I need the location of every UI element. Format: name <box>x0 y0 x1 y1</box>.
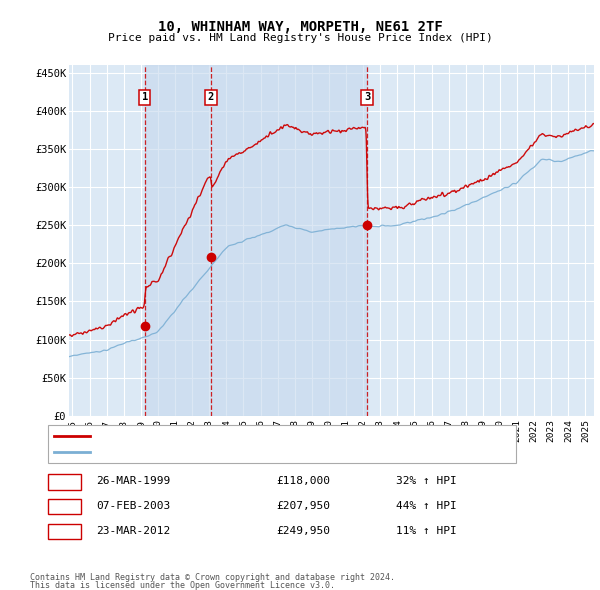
Text: This data is licensed under the Open Government Licence v3.0.: This data is licensed under the Open Gov… <box>30 581 335 590</box>
Text: 2: 2 <box>61 502 68 511</box>
Text: 23-MAR-2012: 23-MAR-2012 <box>96 526 170 536</box>
Text: 2: 2 <box>208 92 214 102</box>
Text: 3: 3 <box>364 92 370 102</box>
Text: 10, WHINHAM WAY, MORPETH, NE61 2TF (detached house): 10, WHINHAM WAY, MORPETH, NE61 2TF (deta… <box>96 431 402 441</box>
Text: HPI: Average price, detached house, Northumberland: HPI: Average price, detached house, Nort… <box>96 447 396 457</box>
Text: Contains HM Land Registry data © Crown copyright and database right 2024.: Contains HM Land Registry data © Crown c… <box>30 572 395 582</box>
Text: 11% ↑ HPI: 11% ↑ HPI <box>396 526 457 536</box>
Text: £249,950: £249,950 <box>276 526 330 536</box>
Text: 44% ↑ HPI: 44% ↑ HPI <box>396 502 457 511</box>
Bar <box>145 65 367 416</box>
Text: 3: 3 <box>61 526 68 536</box>
Text: 1: 1 <box>61 477 68 486</box>
Text: 32% ↑ HPI: 32% ↑ HPI <box>396 477 457 486</box>
Text: £207,950: £207,950 <box>276 502 330 511</box>
Text: 10, WHINHAM WAY, MORPETH, NE61 2TF: 10, WHINHAM WAY, MORPETH, NE61 2TF <box>158 19 442 34</box>
Text: 1: 1 <box>142 92 148 102</box>
Text: 07-FEB-2003: 07-FEB-2003 <box>96 502 170 511</box>
Text: Price paid vs. HM Land Registry's House Price Index (HPI): Price paid vs. HM Land Registry's House … <box>107 34 493 43</box>
Text: 26-MAR-1999: 26-MAR-1999 <box>96 477 170 486</box>
Text: £118,000: £118,000 <box>276 477 330 486</box>
